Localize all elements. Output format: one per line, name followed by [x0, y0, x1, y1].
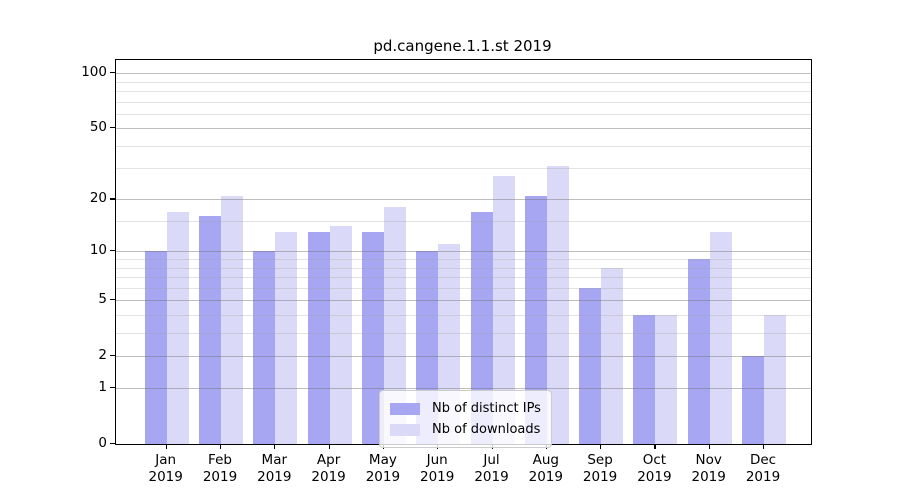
y-tick-mark [110, 198, 115, 200]
y-tick-mark [110, 299, 115, 301]
x-tick-label: Jun 2019 [420, 452, 455, 485]
bar-downloads [275, 232, 298, 444]
gridline-major [116, 388, 811, 390]
y-tick-mark [110, 127, 115, 129]
bar-downloads [546, 165, 569, 444]
gridline-major [116, 199, 811, 201]
bar-downloads [383, 207, 406, 444]
bar-downloads [764, 314, 786, 444]
bar-distinct-ips [687, 259, 710, 444]
bar-downloads [329, 226, 352, 444]
y-tick-mark [110, 387, 115, 389]
x-tick-mark [328, 444, 330, 449]
x-tick-label: Mar 2019 [257, 452, 292, 485]
y-tick-label: 2 [98, 346, 107, 363]
y-tick-label: 10 [89, 242, 107, 259]
y-tick-mark [110, 443, 115, 445]
gridline-minor [116, 168, 811, 170]
gridline-minor [116, 259, 811, 260]
gridline-major [116, 251, 811, 253]
x-tick-mark [763, 444, 765, 449]
bar-distinct-ips [199, 216, 221, 444]
x-tick-label: Feb 2019 [202, 452, 238, 485]
legend-swatch-distinct-ips-icon [390, 402, 420, 415]
bar-distinct-ips [579, 287, 602, 444]
bar-downloads [166, 211, 189, 444]
gridline-minor [116, 221, 811, 223]
chart-title: pd.cangene.1.1.st 2019 [373, 37, 552, 55]
gridline-minor [116, 276, 811, 278]
gridline-minor [116, 145, 811, 147]
gridline-minor [116, 113, 811, 115]
x-tick-label: Nov 2019 [691, 452, 726, 485]
y-tick-label: 100 [81, 64, 107, 81]
gridline-minor [116, 101, 811, 103]
gridline-minor [116, 90, 811, 92]
gridline-major [116, 128, 811, 130]
x-tick-mark [220, 444, 222, 449]
legend-item-distinct-ips: Nb of distinct IPs [390, 398, 541, 419]
bar-downloads [492, 176, 515, 444]
bar-downloads [709, 232, 732, 444]
gridline-minor [116, 287, 811, 289]
y-tick-label: 20 [89, 190, 107, 207]
legend-label-distinct-ips: Nb of distinct IPs [432, 401, 541, 416]
x-tick-label: Oct 2019 [637, 452, 672, 485]
x-tick-label: Sep 2019 [582, 452, 618, 485]
bar-downloads [601, 267, 624, 444]
x-tick-label: Jan 2019 [148, 452, 183, 485]
bar-distinct-ips [253, 251, 276, 444]
y-tick-mark [110, 354, 115, 356]
bar-distinct-ips [742, 355, 764, 444]
x-tick-mark [600, 444, 602, 449]
x-tick-label: Apr 2019 [311, 452, 346, 485]
y-tick-label: 0 [98, 435, 107, 451]
legend-swatch-downloads-icon [390, 423, 420, 436]
y-tick-mark [110, 72, 115, 74]
bar-distinct-ips [470, 211, 493, 444]
y-tick-label: 1 [98, 379, 107, 396]
x-tick-mark [654, 444, 656, 449]
plot-area: Nb of distinct IPs Nb of downloads [115, 59, 812, 448]
bar-downloads [221, 195, 243, 444]
x-tick-mark [274, 444, 276, 449]
gridline-major [116, 355, 811, 357]
x-tick-label: May 2019 [365, 452, 401, 485]
bar-downloads [655, 314, 678, 444]
gridline-major [116, 300, 811, 301]
bar-distinct-ips [524, 195, 547, 444]
bar-distinct-ips [633, 314, 656, 444]
gridline-minor [116, 332, 811, 334]
y-tick-label: 5 [98, 291, 107, 307]
gridline-minor [116, 267, 811, 269]
x-tick-mark [708, 444, 710, 449]
bar-distinct-ips [144, 251, 167, 444]
gridline-major [116, 73, 811, 75]
legend-item-downloads: Nb of downloads [390, 419, 541, 440]
y-tick-label: 50 [89, 119, 107, 136]
x-tick-mark [165, 444, 167, 449]
gridline-minor [116, 81, 811, 83]
gridline-minor [116, 314, 811, 316]
legend-label-downloads: Nb of downloads [432, 422, 541, 437]
x-tick-label: Aug 2019 [528, 452, 563, 485]
x-tick-label: Jul 2019 [474, 452, 509, 485]
x-tick-label: Dec 2019 [745, 452, 781, 485]
bar-distinct-ips [307, 232, 330, 444]
y-tick-mark [110, 250, 115, 252]
bar-distinct-ips [361, 232, 384, 444]
legend: Nb of distinct IPs Nb of downloads [379, 390, 552, 448]
